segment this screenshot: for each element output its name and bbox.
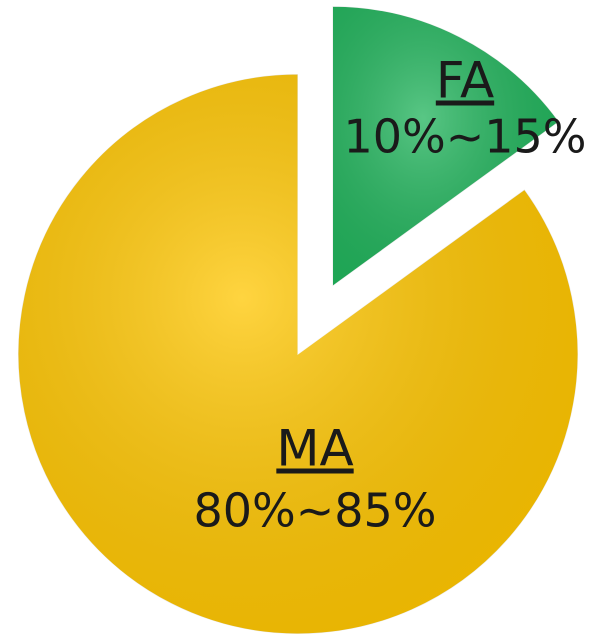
slice-category: FA bbox=[436, 52, 494, 110]
slice-value-label: 10%~15% bbox=[343, 110, 586, 164]
slice-category: MA bbox=[276, 420, 353, 478]
slice-value-label: 80%~85% bbox=[193, 484, 436, 538]
slice-shade bbox=[332, 6, 560, 287]
slice-shade bbox=[18, 74, 579, 634]
